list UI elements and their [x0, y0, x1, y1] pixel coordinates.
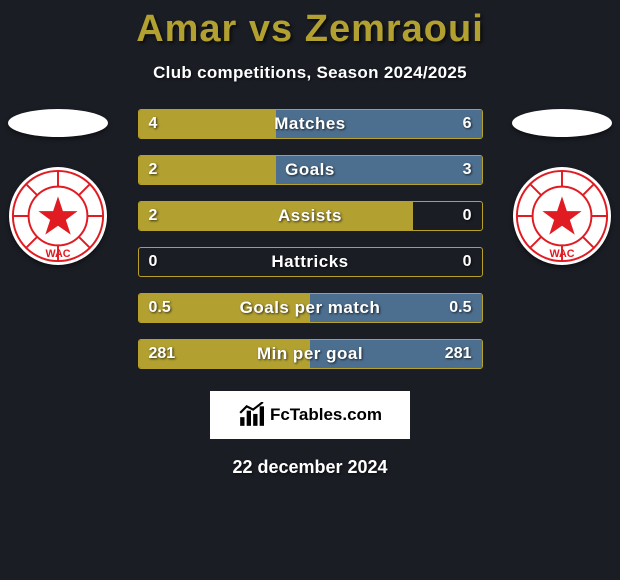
bar-fill-right — [276, 156, 482, 184]
left-player-column: WAC — [8, 109, 108, 265]
stat-value-left: 0 — [139, 248, 168, 276]
bar-fill-left — [139, 110, 276, 138]
stat-row: 0.50.5Goals per match — [138, 293, 483, 323]
wac-crest-icon: WAC — [9, 167, 107, 265]
stat-bars: 46Matches23Goals20Assists00Hattricks0.50… — [138, 109, 483, 369]
wac-crest-icon: WAC — [513, 167, 611, 265]
svg-text:WAC: WAC — [549, 248, 574, 260]
bar-fill-left — [139, 340, 311, 368]
attribution-text: FcTables.com — [270, 405, 382, 425]
club-badge-right: WAC — [513, 167, 611, 265]
stat-row: 0 0Hattricks — [138, 247, 483, 277]
comparison-panel: WAC WAC — [0, 109, 620, 478]
stat-value-right: 0 — [453, 202, 482, 230]
player-right-name: Zemraoui — [305, 8, 484, 50]
date-label: 22 december 2024 — [0, 457, 620, 478]
subtitle: Club competitions, Season 2024/2025 — [0, 63, 620, 83]
bar-fill-right — [310, 294, 482, 322]
page-title: Amar vs Zemraoui — [0, 0, 620, 51]
bar-fill-left — [139, 202, 413, 230]
stat-row: 20Assists — [138, 201, 483, 231]
vs-text: vs — [249, 8, 293, 50]
player-photo-placeholder-right — [512, 109, 612, 137]
stat-label: Hattricks — [139, 248, 482, 276]
stat-row: 281281Min per goal — [138, 339, 483, 369]
right-player-column: WAC — [512, 109, 612, 265]
bar-chart-icon — [238, 402, 264, 428]
bar-fill-left — [139, 294, 311, 322]
stat-value-right: 0 — [453, 248, 482, 276]
bar-fill-right — [276, 110, 482, 138]
player-left-name: Amar — [136, 8, 237, 50]
bar-fill-left — [139, 156, 276, 184]
svg-text:WAC: WAC — [45, 248, 70, 260]
attribution-badge: FcTables.com — [210, 391, 410, 439]
club-badge-left: WAC — [9, 167, 107, 265]
stat-row: 23Goals — [138, 155, 483, 185]
player-photo-placeholder-left — [8, 109, 108, 137]
stat-row: 46Matches — [138, 109, 483, 139]
bar-fill-right — [310, 340, 482, 368]
